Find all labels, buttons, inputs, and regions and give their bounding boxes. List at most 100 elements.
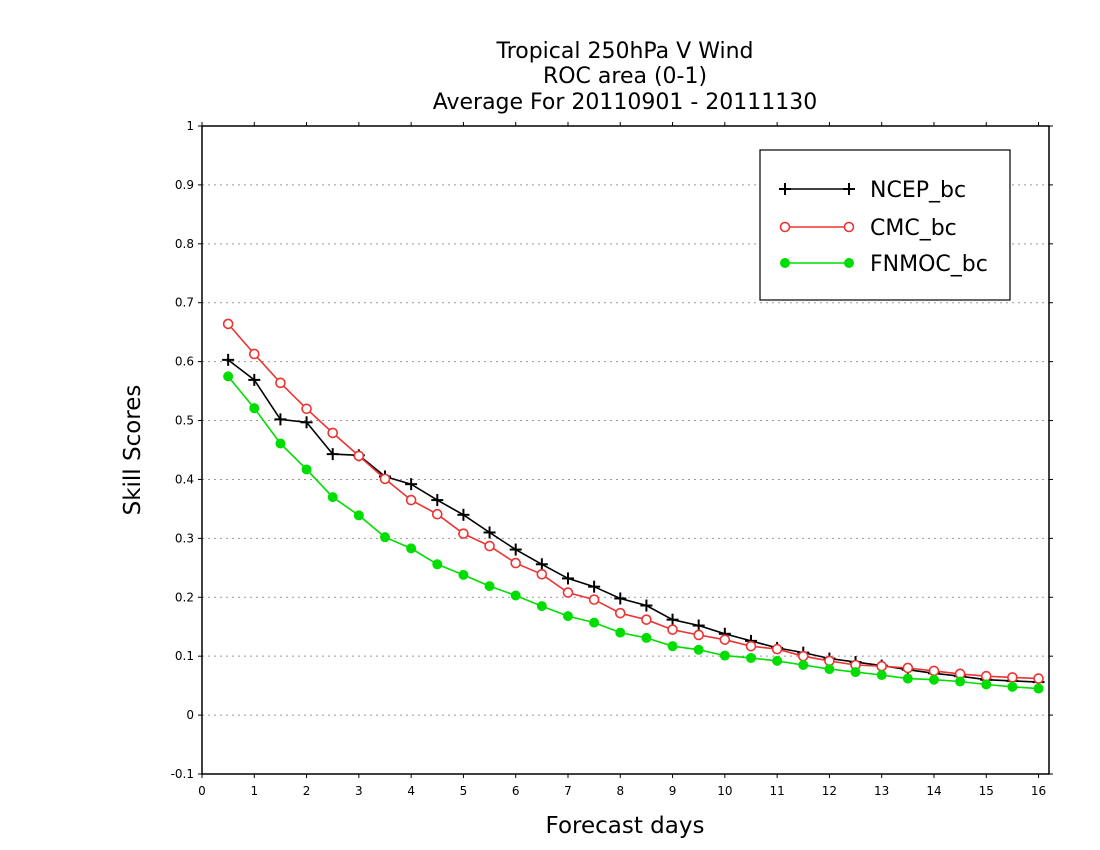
x-tick-label: 7 [564,784,572,798]
x-tick-label: 2 [303,784,311,798]
y-axis-label: Skill Scores [120,385,146,516]
x-axis-label: Forecast days [546,813,705,839]
data-point-fnmoc-bc [902,673,913,684]
x-tick-label: 14 [926,784,941,798]
series-line-ncep-bc [227,359,1039,683]
legend-label: FNMOC_bc [870,252,988,277]
data-point-ncep-bc [431,494,444,507]
data-point-fnmoc-bc [223,371,234,382]
series-cmc-bc [222,318,1044,684]
y-tick-label: 0.1 [175,649,194,663]
chart-title-line-3: Average For 20110901 - 20111130 [433,90,818,115]
data-point-ncep-bc [248,373,261,386]
series-ncep-bc [222,353,1045,689]
series-line-cmc-bc [227,323,1039,680]
legend-item-ncep-bc: NCEP_bc [779,178,966,203]
data-point-fnmoc-bc [1033,683,1044,694]
series-fnmoc-bc [223,371,1044,694]
legend-box [759,149,1011,301]
data-point-fnmoc-bc [615,627,626,638]
data-point-fnmoc-bc [876,670,887,681]
data-point-ncep-bc [509,543,522,556]
data-point-cmc-bc [980,670,992,682]
x-tick-label: 11 [769,784,784,798]
data-point-cmc-bc [379,473,391,485]
data-point-ncep-bc [300,416,313,429]
y-tick-label: 0.8 [175,237,194,251]
legend-marker [843,221,855,233]
data-point-ncep-bc [457,508,470,521]
x-tick-label: 6 [512,784,520,798]
axis-ticks: -0.100.10.20.30.40.50.60.70.80.910 1 2 3 4 5 6… [171,119,1053,798]
y-tick-label: 0 [186,708,194,722]
y-tick-label: 0.7 [175,296,194,310]
data-point-fnmoc-bc [955,676,966,687]
legend-label: NCEP_bc [870,178,966,203]
data-point-ncep-bc [692,619,705,632]
data-point-fnmoc-bc [484,581,495,592]
data-point-fnmoc-bc [353,510,364,521]
data-point-cmc-bc [275,377,286,389]
data-point-ncep-bc [326,448,339,461]
series-line-fnmoc-bc [227,375,1039,690]
data-point-fnmoc-bc [981,679,992,690]
series-lines [222,318,1045,694]
data-point-cmc-bc [327,427,339,439]
data-point-fnmoc-bc [798,660,809,671]
data-point-ncep-bc [614,592,627,605]
data-point-fnmoc-bc [641,632,652,643]
data-point-cmc-bc [771,643,783,655]
data-point-cmc-bc [248,348,260,360]
data-point-cmc-bc [588,594,600,605]
data-point-ncep-bc [535,558,548,571]
data-point-ncep-bc [222,353,235,366]
data-point-cmc-bc [1007,672,1018,683]
data-point-cmc-bc [745,640,757,652]
x-tick-label: 10 [717,784,732,798]
data-point-fnmoc-bc [772,655,783,666]
data-point-fnmoc-bc [536,601,547,612]
legend-marker [779,221,791,233]
data-point-cmc-bc [562,587,574,598]
y-tick-label: 0.3 [175,531,194,545]
y-tick-label: 0.6 [175,355,194,369]
legend-marker [780,258,790,268]
data-point-cmc-bc [510,557,522,569]
x-tick-label: 9 [669,784,677,798]
data-point-cmc-bc [301,403,312,415]
legend: NCEP_bc CMC_bc FNMOC_bc [759,149,1011,301]
data-point-ncep-bc [666,613,679,626]
data-point-cmc-bc [693,629,704,641]
data-point-fnmoc-bc [824,664,835,675]
x-tick-label: 4 [407,784,415,798]
y-tick-label: 0.2 [175,590,194,604]
data-point-cmc-bc [641,614,652,625]
data-point-fnmoc-bc [667,641,678,652]
data-point-cmc-bc [458,528,469,539]
chart-title-line-1: Tropical 250hPa V Wind [495,39,753,64]
chart-title-line-2: ROC area (0-1) [543,64,707,89]
x-tick-label: 8 [616,784,624,798]
data-point-fnmoc-bc [928,674,939,685]
x-tick-label: 16 [1031,784,1046,798]
data-point-ncep-bc [561,572,574,585]
data-point-cmc-bc [902,662,914,674]
y-tick-label: 0.9 [175,178,194,192]
y-tick-label: 1 [186,119,194,133]
data-point-ncep-bc [640,599,653,612]
data-point-fnmoc-bc [693,644,704,655]
x-tick-label: 0 [198,784,206,798]
legend-marker [844,258,854,268]
x-tick-label: 1 [250,784,258,798]
data-point-fnmoc-bc [406,543,417,554]
data-point-fnmoc-bc [432,559,443,570]
data-point-cmc-bc [614,607,626,619]
legend-label: CMC_bc [870,216,957,241]
data-point-cmc-bc [824,655,835,667]
data-point-cmc-bc [667,624,678,635]
data-point-fnmoc-bc [589,617,600,628]
data-point-fnmoc-bc [275,438,286,449]
data-point-fnmoc-bc [301,464,312,475]
